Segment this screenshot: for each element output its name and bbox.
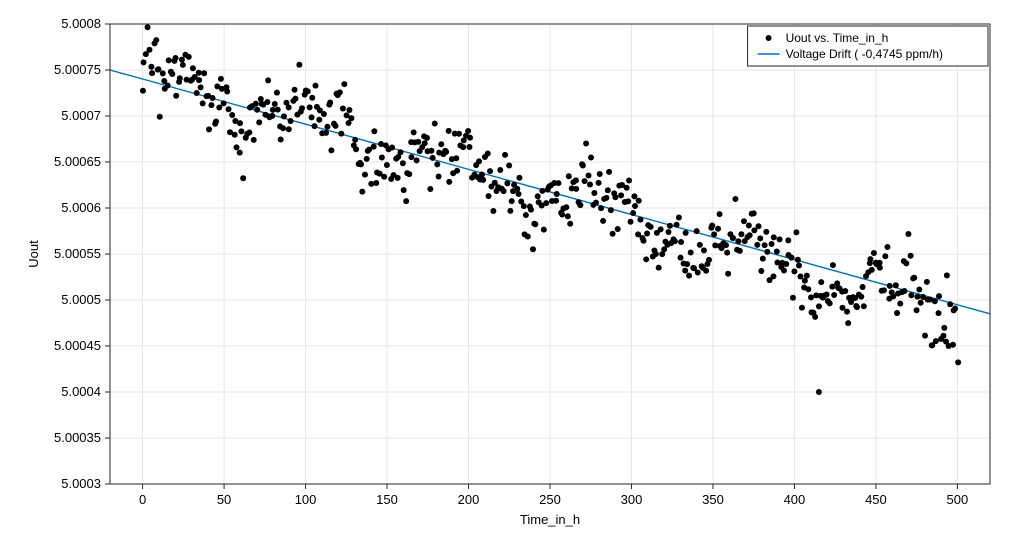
y-tick-label: 5.0006 xyxy=(61,200,101,215)
x-tick-label: 150 xyxy=(376,492,398,507)
x-tick-label: 250 xyxy=(539,492,561,507)
voltage-drift-chart: 0 50 100 150 200 250 300 350 400 450 500 5.0003 5.00… xyxy=(0,0,1024,543)
y-tick-label: 5.0008 xyxy=(61,16,101,31)
y-tick-label: 5.00045 xyxy=(54,338,101,353)
x-tick-label: 350 xyxy=(702,492,724,507)
x-tick-label: 200 xyxy=(458,492,480,507)
y-tick-label: 5.0007 xyxy=(61,108,101,123)
y-axis-label: Uout xyxy=(26,240,41,268)
x-axis-label: Time_in_h xyxy=(520,512,580,527)
x-tick-label: 50 xyxy=(217,492,231,507)
legend: Uout vs. Time_in_h Voltage Drift ( -0,474… xyxy=(748,26,988,66)
y-tick-label: 5.00035 xyxy=(54,430,101,445)
x-tick-label: 300 xyxy=(621,492,643,507)
legend-entry-label: Uout vs. Time_in_h xyxy=(786,31,889,45)
y-tick-label: 5.0004 xyxy=(61,384,101,399)
y-tick-label: 5.0005 xyxy=(61,292,101,307)
y-tick-label: 5.00075 xyxy=(54,62,101,77)
legend-entry-label: Voltage Drift ( -0,4745 ppm/h) xyxy=(786,47,943,61)
y-tick-label: 5.0003 xyxy=(61,476,101,491)
x-tick-label: 100 xyxy=(295,492,317,507)
y-tick-label: 5.00055 xyxy=(54,246,101,261)
x-tick-label: 0 xyxy=(139,492,146,507)
x-tick-label: 450 xyxy=(865,492,887,507)
x-tick-label: 500 xyxy=(947,492,969,507)
chart-container: 0 50 100 150 200 250 300 350 400 450 500 5.0003 5.00… xyxy=(0,0,1024,543)
y-tick-label: 5.00065 xyxy=(54,154,101,169)
x-tick-label: 400 xyxy=(784,492,806,507)
